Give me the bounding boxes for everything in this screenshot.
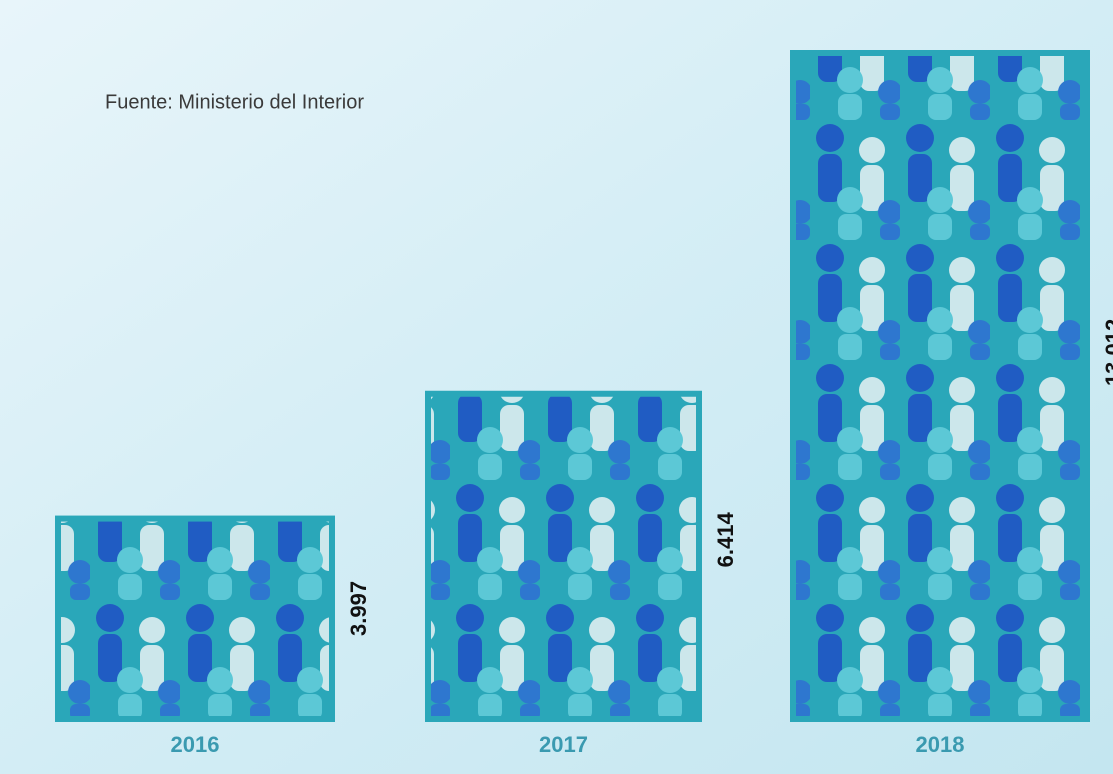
value-label: 13.012 [1101, 319, 1113, 386]
chart: Fuente: Ministerio del Interior 3.997 201… [0, 0, 1113, 774]
bar-pattern [61, 522, 329, 716]
x-tick-label: 2016 [171, 732, 220, 757]
value-label: 6.414 [713, 512, 738, 568]
x-tick-label: 2017 [539, 732, 588, 757]
value-label: 3.997 [346, 581, 371, 636]
bar-pattern [796, 56, 1084, 716]
bar-pattern [431, 397, 696, 716]
source-note: Fuente: Ministerio del Interior [105, 91, 364, 113]
x-tick-label: 2018 [916, 732, 965, 757]
